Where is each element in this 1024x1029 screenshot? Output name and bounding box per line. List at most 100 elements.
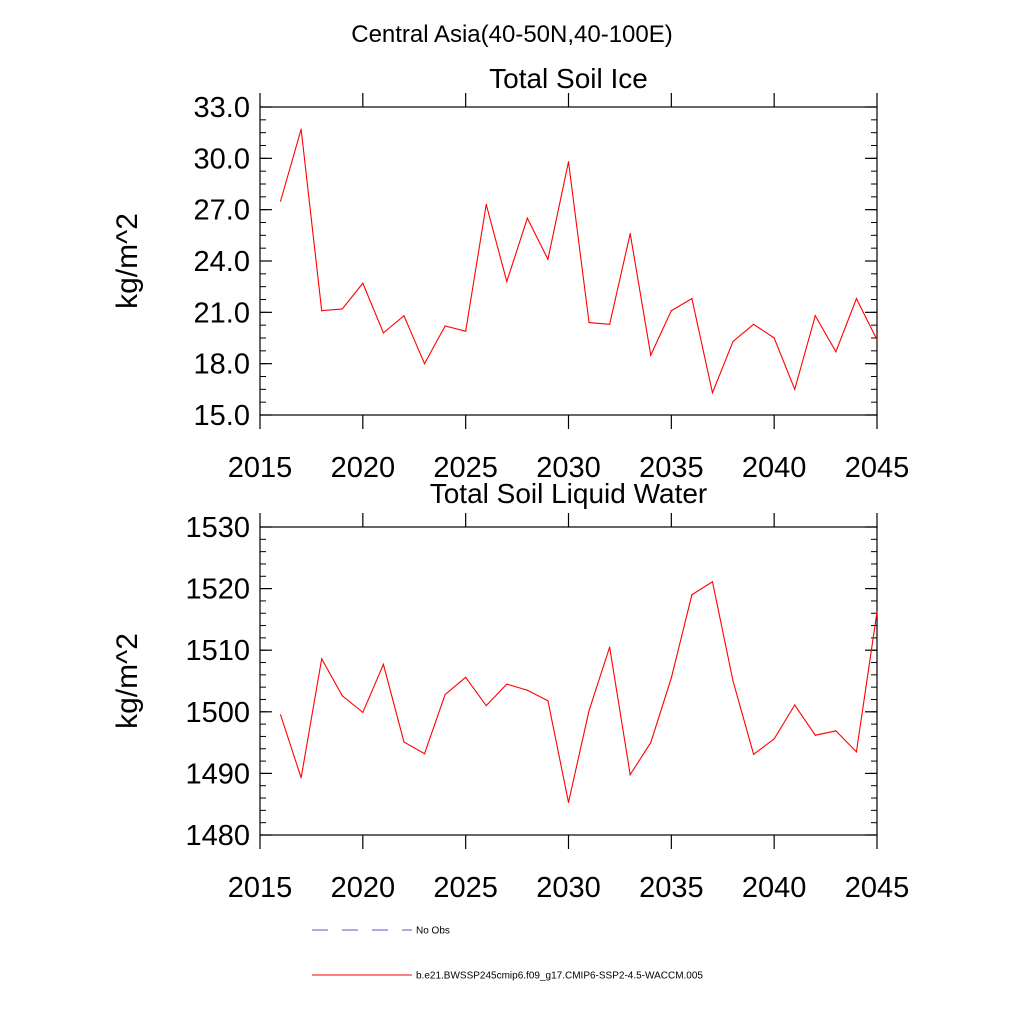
data-point [341, 308, 343, 310]
y-tick-label: 21.0 [194, 297, 250, 329]
x-tick-label: 2015 [228, 452, 293, 484]
data-point [300, 128, 302, 130]
data-point [753, 753, 755, 755]
x-tick-label: 2045 [845, 452, 910, 484]
y-tick-label: 1480 [185, 820, 250, 852]
panel-total-soil-ice: Total Soil Ice kg/m^2 15.0 18.0 21.0 24.0 27.0… [111, 63, 909, 484]
legend: No Obs b.e21.BWSSP245cmip6.f09_g17.CMIP6… [312, 926, 703, 982]
data-point [588, 709, 590, 712]
y-tick-label: 30.0 [194, 143, 250, 175]
x-tick-label: 2030 [536, 872, 601, 904]
x-tick-label: 2045 [845, 872, 910, 904]
data-point [279, 200, 282, 202]
panel-total-soil-liquid-water: Total Soil Liquid Water kg/m^2 1480 1490 150… [111, 478, 909, 904]
data-point [711, 581, 714, 583]
data-point [609, 646, 611, 648]
y-tick-label: 27.0 [194, 195, 250, 227]
y-tick-label: 24.0 [194, 246, 250, 278]
data-point [814, 734, 816, 736]
y-tick-label: 18.0 [194, 349, 250, 381]
data-point [485, 705, 487, 707]
data-point [691, 594, 693, 596]
data-point [876, 339, 878, 341]
y-tick-label: 1520 [185, 574, 250, 606]
y-tick-label: 33.0 [194, 92, 250, 124]
data-point [547, 258, 549, 260]
data-point [485, 203, 487, 206]
data-point [855, 298, 858, 300]
data-point [279, 714, 282, 716]
x-tick-label: 2035 [639, 872, 704, 904]
y-axis-label: kg/m^2 [111, 213, 144, 309]
data-point [732, 340, 734, 343]
data-point [732, 680, 734, 682]
data-point [835, 730, 837, 732]
y-axis-label: kg/m^2 [111, 633, 144, 729]
panel-title: Total Soil Ice [489, 63, 648, 94]
data-point [609, 323, 611, 325]
data-point [362, 711, 364, 714]
series-line [280, 580, 878, 803]
data-point [650, 742, 652, 744]
x-tick-label: 2035 [639, 452, 704, 484]
data-point [423, 753, 426, 755]
legend-label-no-obs: No Obs [416, 926, 450, 937]
data-point [670, 677, 672, 679]
data-point [526, 217, 528, 219]
data-point [382, 663, 384, 665]
data-point [300, 777, 302, 779]
data-point [794, 388, 796, 390]
data-point [814, 315, 816, 317]
figure-title: Central Asia(40-50N,40-100E) [351, 21, 673, 48]
data-point [876, 611, 878, 613]
data-point [855, 751, 858, 753]
data-point [794, 704, 796, 706]
data-point [465, 330, 467, 332]
data-point [403, 315, 405, 317]
x-tick-label: 2015 [228, 872, 293, 904]
data-point [444, 693, 446, 696]
x-tick-label: 2020 [331, 872, 396, 904]
data-point [382, 332, 384, 334]
y-tick-label: 1490 [185, 758, 250, 790]
plot-frame [259, 106, 878, 416]
panel-title: Total Soil Liquid Water [430, 478, 708, 509]
data-point [526, 689, 528, 691]
data-point [691, 298, 693, 300]
legend-label-model-run: b.e21.BWSSP245cmip6.f09_g17.CMIP6-SSP2-4… [416, 971, 703, 982]
data-point [321, 310, 323, 312]
data-point [773, 738, 775, 740]
data-point [629, 233, 631, 235]
data-point [506, 280, 508, 283]
data-point [753, 323, 755, 325]
y-tick-label: 1530 [185, 512, 250, 544]
y-tick-label: 1500 [185, 697, 250, 729]
data-point [835, 351, 837, 353]
data-point [403, 741, 405, 743]
data-point [650, 354, 652, 356]
data-point [567, 801, 570, 803]
x-tick-label: 2030 [536, 452, 601, 484]
x-tick-label: 2020 [331, 452, 396, 484]
data-point [670, 310, 672, 312]
data-point [341, 695, 343, 697]
series-line [280, 129, 878, 395]
y-tick-label: 15.0 [194, 400, 250, 432]
data-point [588, 322, 590, 324]
plot-frame [259, 526, 878, 836]
data-point [567, 161, 570, 163]
data-point [362, 282, 364, 284]
x-tick-label: 2040 [742, 452, 807, 484]
x-tick-label: 2025 [433, 872, 498, 904]
data-point [773, 337, 775, 339]
y-tick-label: 1510 [185, 635, 250, 667]
data-point [629, 774, 631, 776]
data-point [506, 683, 508, 685]
data-point [444, 325, 446, 327]
x-tick-label: 2025 [433, 452, 498, 484]
data-point [321, 658, 323, 660]
data-point [465, 676, 467, 678]
x-tick-label: 2040 [742, 872, 807, 904]
